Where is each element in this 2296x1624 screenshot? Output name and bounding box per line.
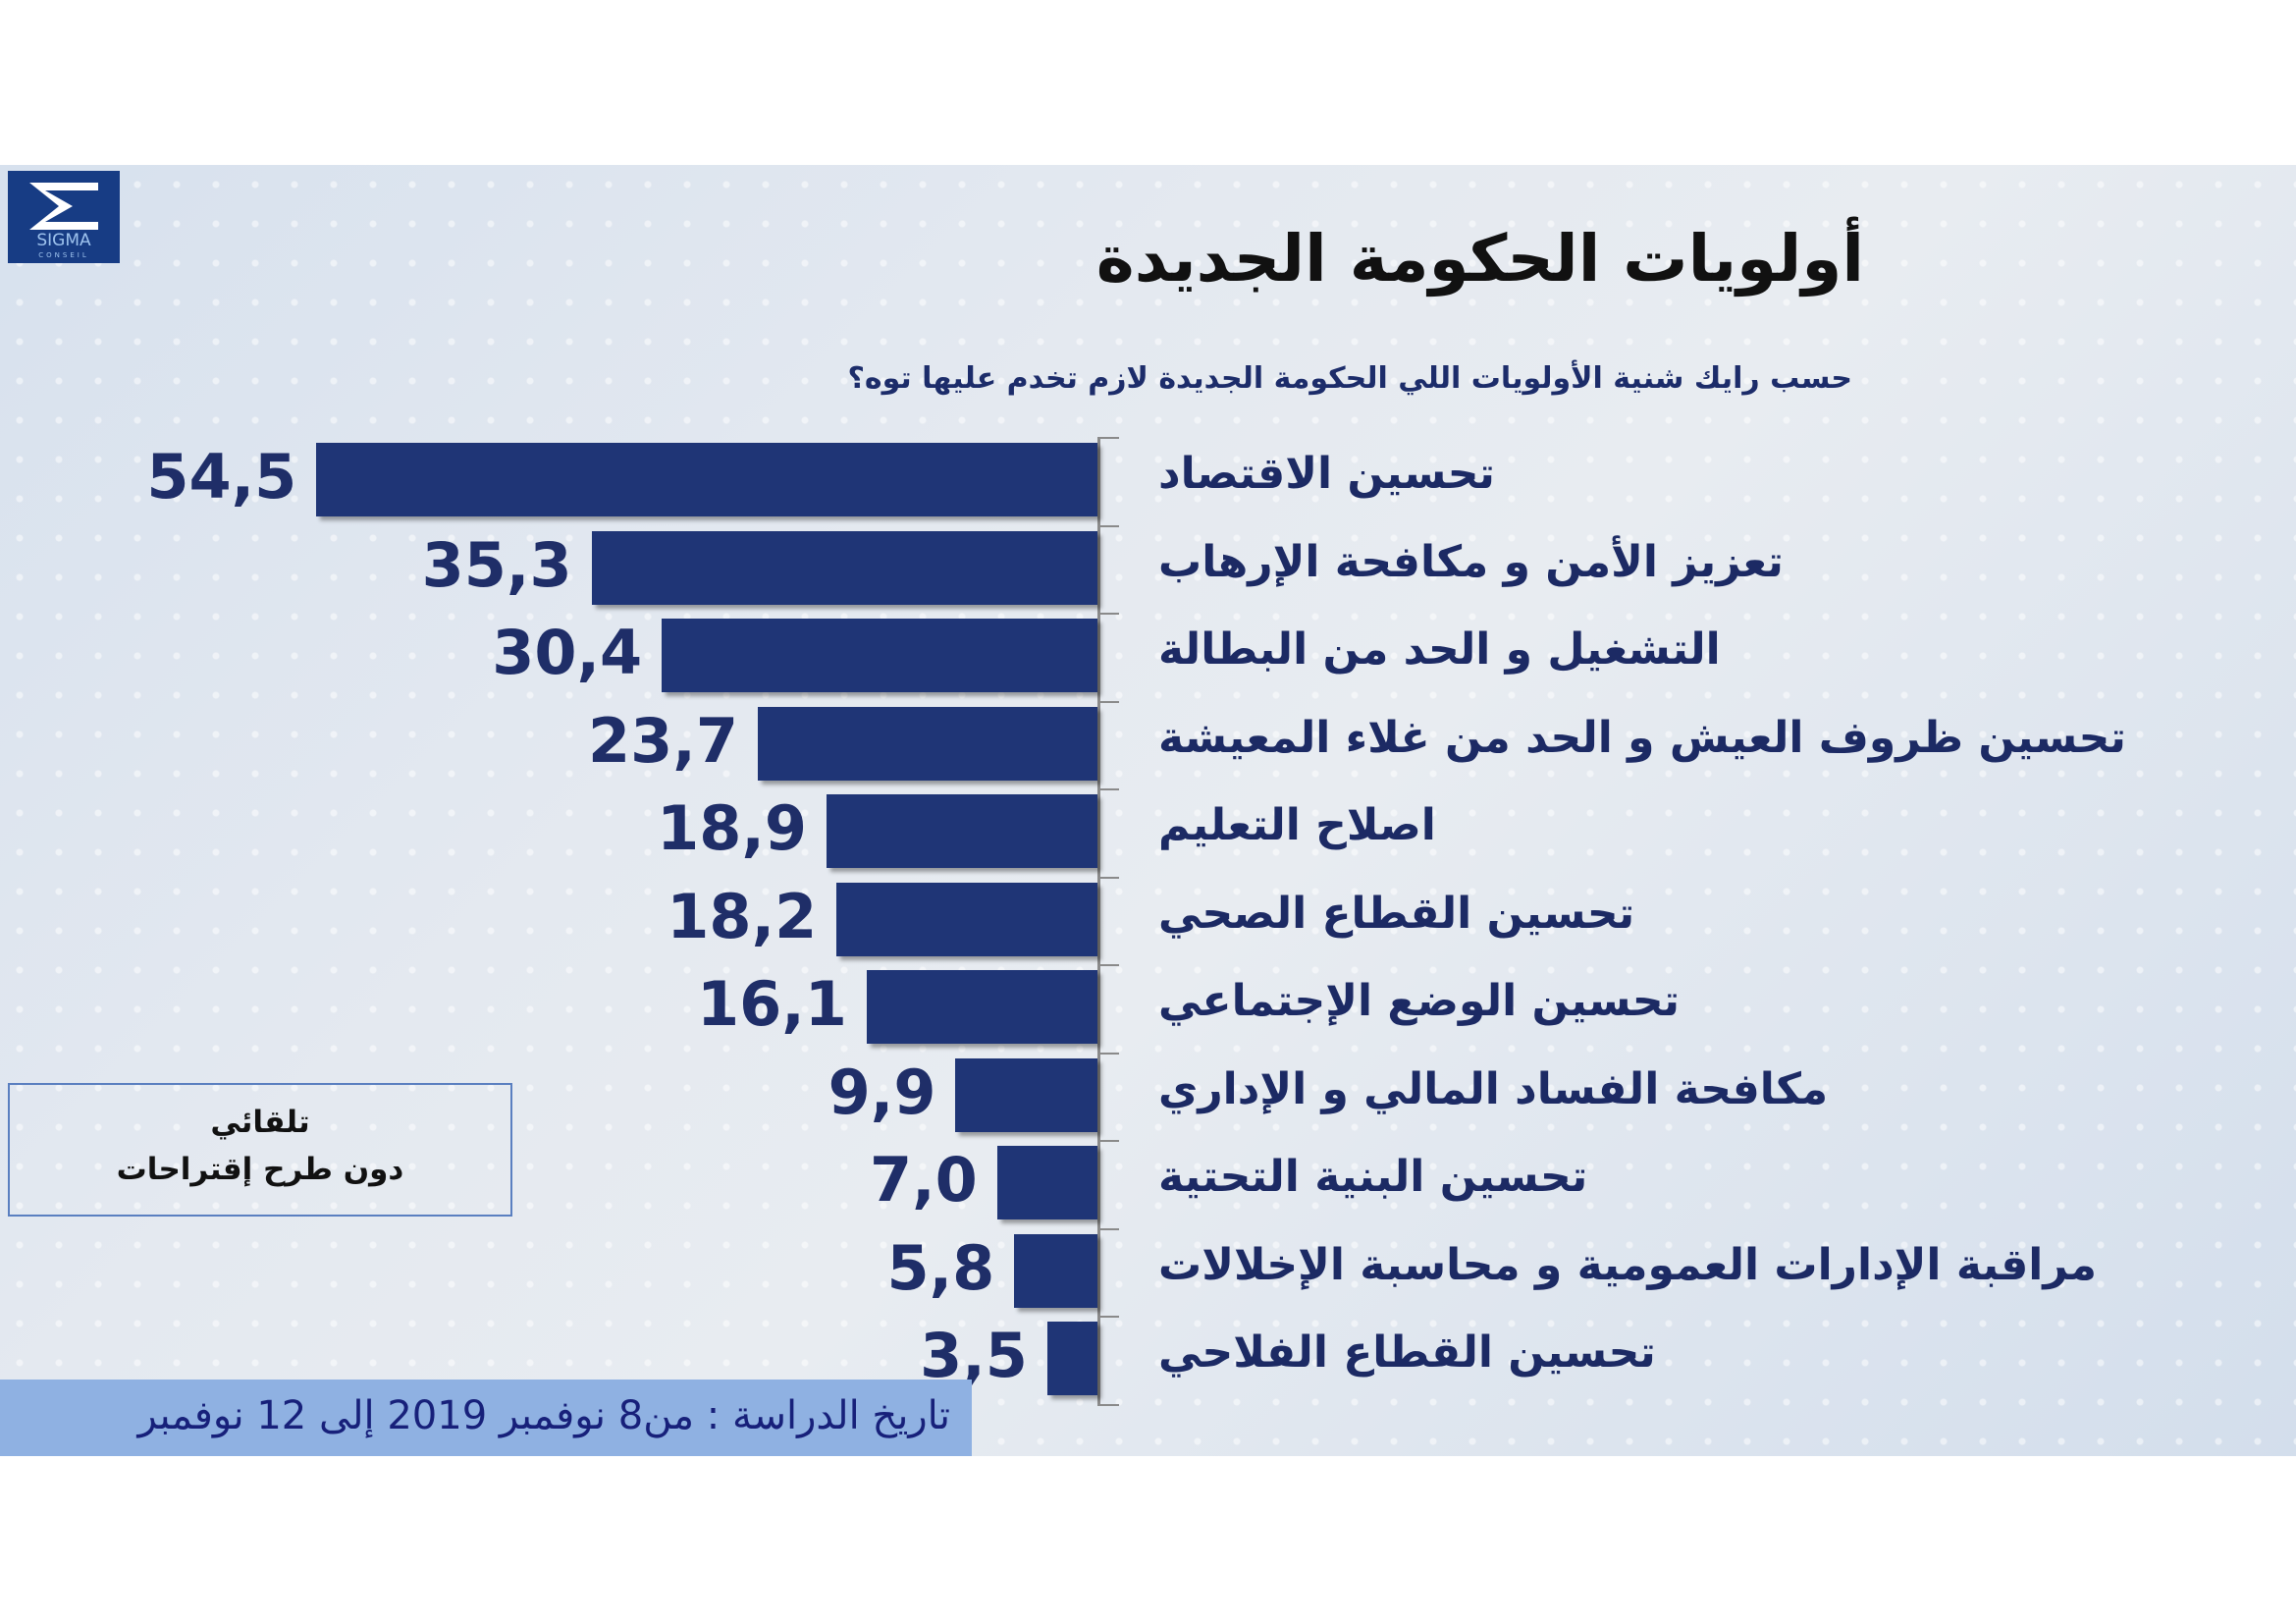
value-label: 3,5	[920, 1320, 1028, 1391]
note-box: تلقائي دون طرح إقتراحات	[8, 1083, 512, 1217]
value-label: 16,1	[696, 968, 847, 1040]
axis-tick	[1097, 1316, 1119, 1318]
bar	[836, 882, 1097, 956]
bar	[866, 970, 1097, 1044]
value-label: 7,0	[869, 1144, 978, 1216]
svg-text:CONSEIL: CONSEIL	[38, 251, 88, 259]
axis-tick	[1097, 1052, 1119, 1055]
svg-text:SIGMA: SIGMA	[36, 231, 91, 250]
chart-subtitle: حسب رايك شنية الأولويات اللي الحكومة الج…	[847, 361, 1853, 396]
axis-tick	[1097, 700, 1119, 703]
category-label: مراقبة الإدارات العمومية و محاسبة الإخلا…	[1158, 1239, 2097, 1290]
axis-tick	[1097, 613, 1119, 615]
value-label: 9,9	[828, 1056, 936, 1128]
axis-tick	[1097, 876, 1119, 879]
bar	[1014, 1233, 1097, 1308]
axis-tick	[1097, 964, 1119, 966]
category-label: مكافحة الفساد المالي و الإداري	[1158, 1063, 1829, 1114]
category-label: تحسين القطاع الفلاحي	[1158, 1327, 1656, 1378]
value-label: 30,4	[492, 617, 643, 688]
value-label: 5,8	[886, 1231, 995, 1304]
sigma-conseil-logo: SIGMA CONSEIL	[8, 171, 120, 263]
category-label: تحسين البنية التحتية	[1158, 1152, 1588, 1202]
axis-tick	[1097, 437, 1119, 439]
value-label: 35,3	[421, 528, 572, 601]
study-date-text: تاريخ الدراسة : من8 نوفمبر 2019 إلى 12 ن…	[137, 1393, 950, 1438]
category-label: تحسين الاقتصاد	[1158, 449, 1495, 499]
bar	[955, 1057, 1097, 1132]
category-axis	[1097, 437, 1100, 1404]
chart-title: أولويات الحكومة الجديدة	[1095, 221, 1864, 297]
note-line-2: دون طرح إقتراحات	[116, 1152, 404, 1187]
value-label: 54,5	[146, 441, 297, 513]
bar	[316, 443, 1097, 516]
axis-tick	[1097, 524, 1119, 527]
study-date-footer: تاريخ الدراسة : من8 نوفمبر 2019 إلى 12 ن…	[0, 1380, 972, 1456]
category-label: تحسين القطاع الصحي	[1158, 888, 1635, 939]
category-label: التشغيل و الحد من البطالة	[1158, 624, 1721, 675]
category-label: تحسين ظروف العيش و الحد من غلاء المعيشة	[1158, 712, 2126, 763]
category-label: تعزيز الأمن و مكافحة الإرهاب	[1158, 536, 1784, 587]
slide-background	[0, 165, 2296, 1456]
value-label: 18,2	[667, 880, 818, 952]
bar	[591, 530, 1097, 605]
bar	[827, 794, 1097, 868]
axis-tick	[1097, 788, 1119, 790]
bar	[1046, 1322, 1097, 1395]
value-label: 23,7	[588, 704, 738, 777]
note-line-1: تلقائي	[210, 1105, 310, 1140]
bar	[757, 706, 1097, 781]
axis-tick	[1097, 1227, 1119, 1230]
category-label: تحسين الوضع الإجتماعي	[1158, 976, 1681, 1026]
bar	[662, 619, 1097, 692]
value-label: 18,9	[657, 792, 808, 864]
axis-tick	[1097, 1403, 1119, 1406]
axis-tick	[1097, 1140, 1119, 1142]
category-label: اصلاح التعليم	[1158, 800, 1436, 850]
bar	[996, 1146, 1097, 1219]
